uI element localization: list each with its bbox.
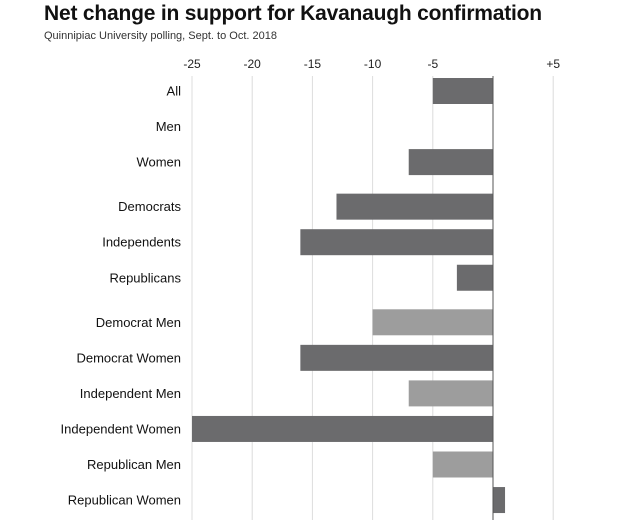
chart-subtitle: Quinnipiac University polling, Sept. to … bbox=[44, 30, 277, 42]
category-label: Men bbox=[156, 119, 181, 134]
bar-republican-women bbox=[493, 487, 506, 514]
category-label: Independent Women bbox=[61, 421, 181, 436]
category-label: Republicans bbox=[109, 270, 181, 285]
bar-democrat-men bbox=[372, 309, 493, 336]
chart-title: Net change in support for Kavanaugh conf… bbox=[44, 2, 542, 25]
category-label: Democrats bbox=[118, 199, 181, 214]
bars bbox=[192, 78, 506, 514]
category-label: Democrat Men bbox=[96, 315, 181, 330]
x-tick-label: +5 bbox=[546, 57, 560, 71]
bar-women bbox=[408, 149, 493, 176]
category-label: Women bbox=[136, 155, 181, 170]
category-label: Independent Men bbox=[80, 386, 181, 401]
bar-independents bbox=[300, 229, 493, 256]
bar-republicans bbox=[456, 264, 493, 291]
category-label: All bbox=[167, 84, 182, 99]
x-tick-label: -20 bbox=[244, 57, 262, 71]
category-label: Independents bbox=[102, 235, 181, 250]
bar-democrat-women bbox=[300, 344, 493, 371]
bar-independent-women bbox=[192, 415, 493, 442]
x-tick-label: -25 bbox=[183, 57, 201, 71]
bar-republican-men bbox=[432, 451, 493, 478]
bar-independent-men bbox=[408, 380, 493, 407]
gridlines bbox=[191, 76, 554, 520]
x-tick-label: -15 bbox=[304, 57, 322, 71]
x-tick-label: -10 bbox=[364, 57, 382, 71]
x-tick-labels: -25 -20 -15 -10 -5 +5 bbox=[183, 57, 560, 71]
category-label: Republican Women bbox=[68, 493, 181, 508]
bar-democrats bbox=[336, 193, 493, 220]
bar-all bbox=[432, 78, 493, 104]
category-label: Democrat Women bbox=[76, 350, 181, 365]
category-labels: All Men Women Democrats Independents Republic… bbox=[61, 84, 182, 508]
category-label: Republican Men bbox=[87, 457, 181, 472]
x-tick-label: -5 bbox=[427, 57, 438, 71]
